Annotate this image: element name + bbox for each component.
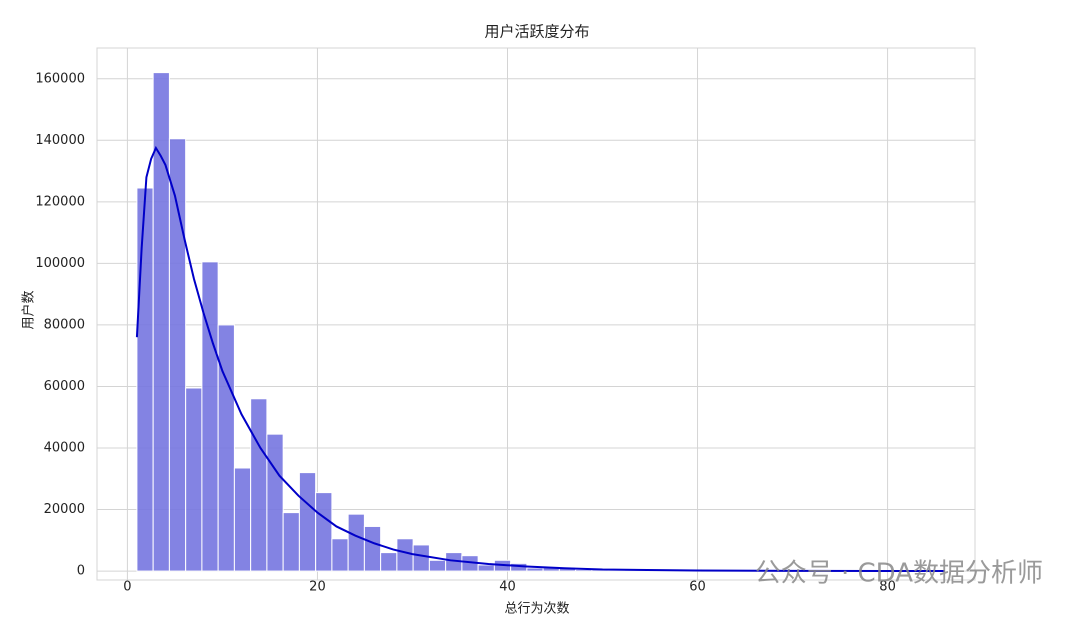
y-tick-label: 120000 xyxy=(35,194,85,209)
bar xyxy=(298,472,317,572)
x-tick-label: 80 xyxy=(879,580,896,595)
bar xyxy=(396,538,414,572)
bar xyxy=(250,398,268,572)
bar xyxy=(185,387,203,572)
y-tick-label: 140000 xyxy=(35,133,85,148)
bar xyxy=(315,492,333,572)
bar xyxy=(282,512,300,572)
bar xyxy=(412,544,430,572)
x-tick-label: 60 xyxy=(689,580,706,595)
y-axis-label: 用户数 xyxy=(21,290,37,329)
x-tick-label: 20 xyxy=(309,580,326,595)
x-tick-label: 40 xyxy=(499,580,516,595)
y-tick-label: 60000 xyxy=(44,379,85,394)
bar xyxy=(168,138,187,572)
bar xyxy=(201,261,219,572)
bar xyxy=(331,538,349,572)
x-tick-label: 0 xyxy=(123,580,131,595)
bar xyxy=(347,513,365,572)
y-tick-label: 40000 xyxy=(44,441,85,456)
bar xyxy=(477,564,495,572)
watermark: 公众号 · CDA数据分析师 xyxy=(755,559,1043,589)
x-axis-label: 总行为次数 xyxy=(504,601,569,617)
plot-frame xyxy=(96,47,976,581)
chart-title: 用户活跃度分布 xyxy=(484,23,589,41)
bar xyxy=(266,433,284,572)
bar xyxy=(233,467,252,572)
y-tick-label: 20000 xyxy=(44,502,85,517)
bar xyxy=(526,567,544,572)
y-tick-label: 80000 xyxy=(44,317,85,332)
bar xyxy=(217,324,235,572)
bar xyxy=(380,552,398,572)
y-tick-label: 160000 xyxy=(35,71,85,86)
bar xyxy=(136,187,154,572)
bar xyxy=(363,525,382,572)
kde-line xyxy=(135,145,945,573)
y-tick-label: 100000 xyxy=(35,256,85,271)
bar xyxy=(428,559,447,572)
y-tick-label: 0 xyxy=(77,564,85,579)
